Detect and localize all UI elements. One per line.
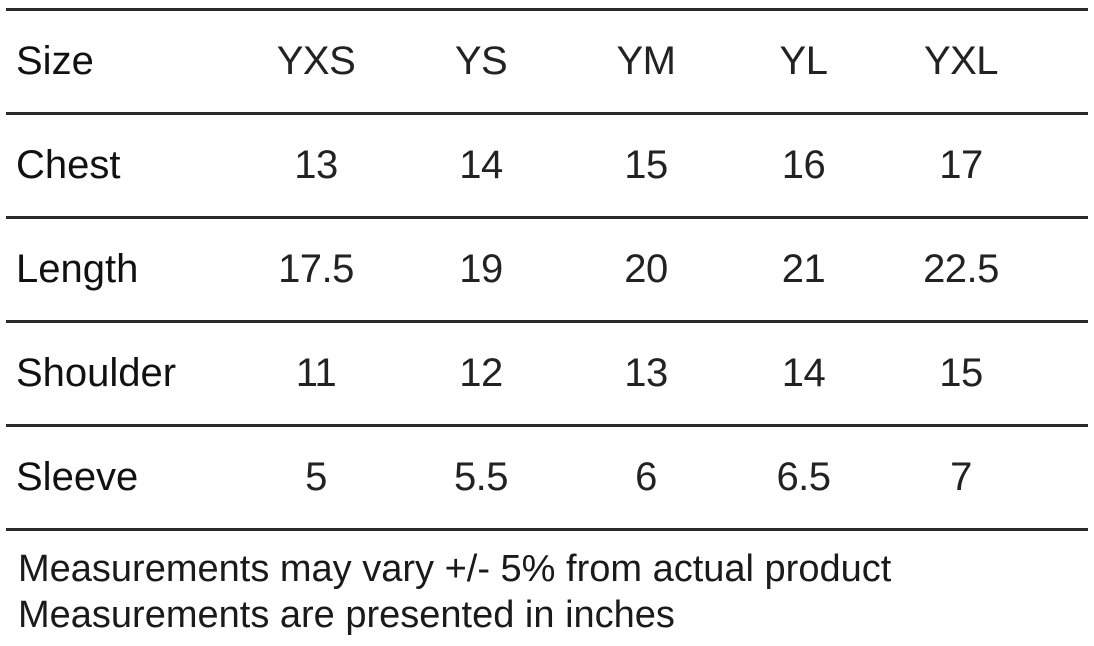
note-variance: Measurements may vary +/- 5% from actual… — [18, 548, 892, 590]
row-label-shoulder: Shoulder — [6, 320, 226, 426]
table-row-sleeve: Sleeve 5 5.5 6 6.5 7 — [6, 424, 1088, 531]
row-label-sleeve: Sleeve — [6, 424, 226, 531]
size-header-yl: YL — [736, 8, 871, 114]
table-cell: 19 — [406, 216, 556, 322]
size-header-ym: YM — [556, 8, 736, 114]
row-label-chest: Chest — [6, 112, 226, 218]
table-cell: 22.5 — [871, 216, 1051, 322]
table-cell: 6 — [556, 424, 736, 531]
table-spacer-cell — [1051, 216, 1088, 322]
table-spacer-cell — [1051, 424, 1088, 531]
size-header-yxl: YXL — [871, 8, 1051, 114]
measurement-notes: Measurements may vary +/- 5% from actual… — [18, 546, 891, 638]
table-spacer-cell — [1051, 320, 1088, 426]
table-cell: 11 — [226, 320, 406, 426]
size-chart-table: Size YXS YS YM YL YXL Chest 13 14 15 16 … — [6, 8, 1088, 531]
table-row-chest: Chest 13 14 15 16 17 — [6, 112, 1088, 218]
table-cell: 16 — [736, 112, 871, 218]
table-cell: 15 — [871, 320, 1051, 426]
table-cell: 20 — [556, 216, 736, 322]
table-cell: 13 — [226, 112, 406, 218]
table-cell: 17.5 — [226, 216, 406, 322]
table-cell: 7 — [871, 424, 1051, 531]
table-cell: 15 — [556, 112, 736, 218]
size-header-ys: YS — [406, 8, 556, 114]
table-cell: 14 — [736, 320, 871, 426]
table-cell: 13 — [556, 320, 736, 426]
table-cell: 5 — [226, 424, 406, 531]
table-cell: 6.5 — [736, 424, 871, 531]
table-header-row: Size YXS YS YM YL YXL — [6, 8, 1088, 114]
table-spacer-cell — [1051, 8, 1088, 114]
table-row-length: Length 17.5 19 20 21 22.5 — [6, 216, 1088, 322]
row-label-length: Length — [6, 216, 226, 322]
size-header-label: Size — [6, 8, 226, 114]
table-cell: 14 — [406, 112, 556, 218]
table-spacer-cell — [1051, 112, 1088, 218]
table-cell: 21 — [736, 216, 871, 322]
table-cell: 12 — [406, 320, 556, 426]
table-row-shoulder: Shoulder 11 12 13 14 15 — [6, 320, 1088, 426]
table-cell: 17 — [871, 112, 1051, 218]
note-units: Measurements are presented in inches — [18, 594, 675, 636]
size-header-yxs: YXS — [226, 8, 406, 114]
table-cell: 5.5 — [406, 424, 556, 531]
